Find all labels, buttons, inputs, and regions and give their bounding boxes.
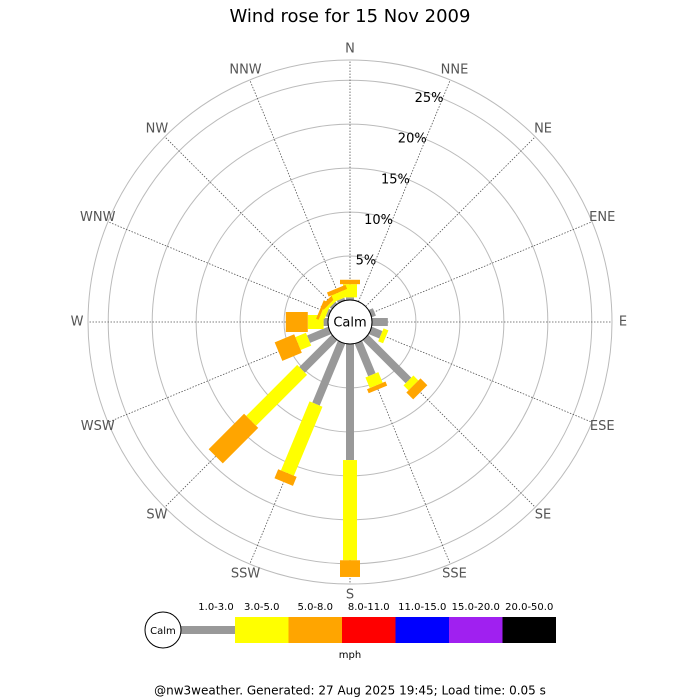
- spoke: [164, 136, 335, 307]
- wind-bar: [312, 340, 346, 406]
- direction-label: WSW: [81, 419, 115, 434]
- wind-bar: [299, 334, 338, 373]
- direction-label: N: [345, 42, 355, 57]
- wind-bar: [403, 375, 419, 391]
- wind-bar: [340, 560, 360, 577]
- wind-bar: [208, 413, 259, 464]
- direction-label: NNE: [441, 62, 469, 77]
- wind-bar: [346, 344, 354, 461]
- spoke: [365, 136, 536, 307]
- legend-label: 8.0-11.0: [348, 602, 390, 613]
- legend-swatch: [288, 617, 342, 643]
- wind-bar: [285, 312, 308, 332]
- wind-bar: [326, 284, 348, 297]
- legend-calm-circle: [144, 611, 182, 649]
- footer: @nw3weather. Generated: 27 Aug 2025 19:4…: [154, 684, 546, 698]
- legend-label: 15.0-20.0: [452, 602, 500, 613]
- legend-swatch: [449, 617, 503, 643]
- legend-label: 3.0-5.0: [244, 602, 279, 613]
- wind-bar: [372, 318, 388, 326]
- wind-bar: [307, 315, 324, 329]
- direction-label: SSW: [231, 567, 261, 582]
- wind-bar: [295, 332, 312, 351]
- wind-bar: [325, 308, 332, 318]
- wind-bar: [280, 401, 323, 476]
- spoke: [249, 79, 342, 302]
- calm-circle: [327, 299, 373, 345]
- legend-label: 5.0-8.0: [298, 602, 333, 613]
- wind-bar: [362, 334, 412, 384]
- wind-bar: [346, 297, 354, 300]
- wind-bar: [368, 308, 376, 318]
- wind-bar: [365, 372, 383, 389]
- direction-label: NW: [146, 121, 169, 136]
- legend-label: 1.0-3.0: [198, 602, 233, 613]
- wind-bar: [336, 297, 346, 304]
- legend-swatch: [395, 617, 449, 643]
- direction-label: S: [346, 588, 354, 603]
- wind-bar: [323, 318, 329, 326]
- wind-bar: [406, 378, 428, 400]
- r-tick-label: 5%: [356, 254, 377, 269]
- r-tick-label: 25%: [415, 91, 444, 106]
- wind-bar: [368, 326, 383, 339]
- direction-label: ENE: [589, 210, 615, 225]
- r-tick-label: 20%: [398, 132, 427, 147]
- direction-label: NE: [534, 121, 552, 136]
- legend-calm-label: Calm: [150, 626, 176, 637]
- legend-label: 11.0-15.0: [398, 602, 446, 613]
- direction-label: WNW: [80, 210, 116, 225]
- r-tick-label: 15%: [381, 172, 410, 187]
- legend-swatch: [342, 617, 396, 643]
- direction-label: ESE: [590, 419, 615, 434]
- calm-label: Calm: [333, 316, 366, 331]
- direction-label: E: [619, 315, 627, 330]
- legend-swatch: [235, 617, 289, 643]
- spoke: [370, 221, 593, 314]
- spoke: [107, 221, 330, 314]
- wind-bar: [340, 279, 360, 285]
- direction-label: SE: [535, 508, 551, 523]
- direction-label: SSE: [442, 567, 467, 582]
- chart-title: Wind rose for 15 Nov 2009: [230, 6, 471, 27]
- direction-label: W: [71, 315, 84, 330]
- wind-bar: [343, 460, 357, 561]
- wind-bar: [246, 364, 308, 426]
- r-tick-label: 10%: [364, 213, 393, 228]
- wind-bar: [367, 381, 388, 394]
- wind-bar: [307, 326, 332, 343]
- direction-label: NNW: [229, 62, 261, 77]
- wind-bar: [331, 290, 348, 302]
- wind-bar: [274, 334, 302, 361]
- spoke: [358, 79, 451, 302]
- wind-bar: [274, 469, 297, 486]
- outer-ring: [87, 59, 613, 585]
- legend-label: 20.0-50.0: [505, 602, 553, 613]
- wind-bar: [354, 340, 376, 377]
- direction-label: SW: [146, 508, 167, 523]
- legend-swatch: [502, 617, 556, 643]
- legend-unit: mph: [339, 650, 361, 661]
- spoke: [370, 330, 593, 423]
- wind-bar: [329, 301, 338, 310]
- wind-bar: [378, 328, 389, 344]
